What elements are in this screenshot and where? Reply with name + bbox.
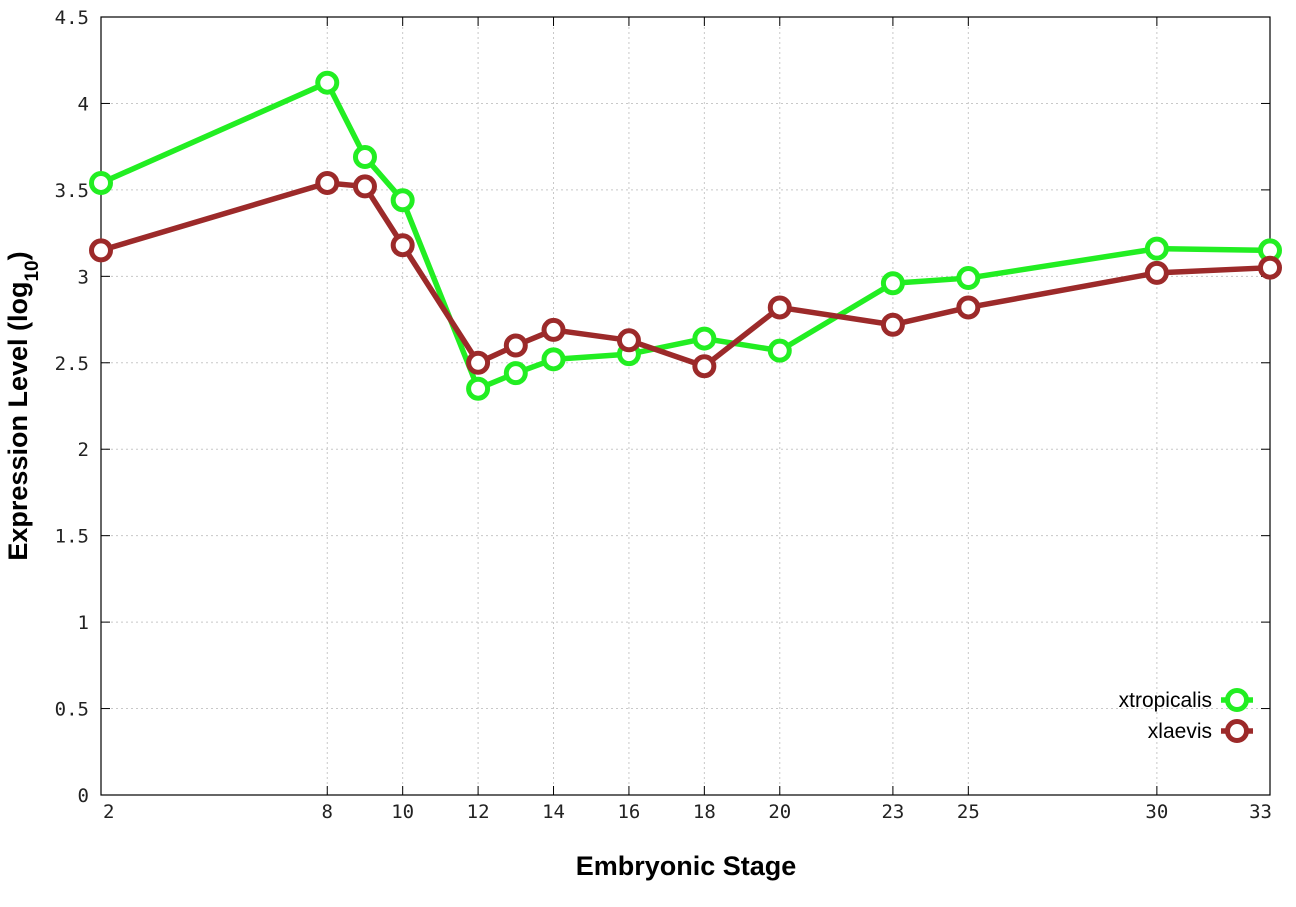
xtropicalis-point	[767, 338, 792, 363]
y-axis-title-close: )	[3, 251, 33, 260]
x-tick-label: 10	[391, 801, 414, 823]
xtropicalis-point	[956, 266, 981, 291]
xlaevis-point	[1258, 255, 1282, 280]
x-tick-label: 12	[467, 801, 490, 823]
xlaevis-point	[315, 170, 340, 195]
y-axis-title: Expression Level (log10)	[3, 251, 43, 560]
y-axis-title-main: Expression Level (log	[3, 282, 33, 561]
xtropicalis-point	[541, 347, 566, 372]
xlaevis-point	[352, 174, 377, 199]
y-tick-label: 1	[78, 612, 89, 634]
xtropicalis-line	[99, 79, 1271, 392]
y-tick-label: 4	[78, 93, 89, 115]
y-tick-label: 3	[78, 266, 89, 288]
xtropicalis-point	[692, 326, 717, 351]
y-tick-label: 0.5	[55, 699, 89, 721]
xlaevis-point	[692, 354, 717, 379]
xtropicalis-point	[390, 188, 415, 213]
x-axis-title: Embryonic Stage	[576, 851, 797, 881]
xtropicalis-point	[352, 145, 377, 170]
xlaevis-point	[466, 350, 491, 375]
y-tick-label: 2	[78, 439, 89, 461]
x-tick-label: 33	[1249, 801, 1272, 823]
x-tick-label: 23	[881, 801, 904, 823]
xtropicalis-point	[880, 271, 905, 296]
y-tick-label: 1.5	[55, 526, 89, 548]
legend-marker-swatch	[1225, 688, 1249, 712]
xlaevis-point	[956, 295, 981, 320]
x-tick-label: 16	[617, 801, 640, 823]
y-tick-label: 4.5	[55, 7, 89, 29]
xtropicalis-point	[89, 170, 113, 195]
xlaevis-point	[616, 328, 641, 353]
xtropicalis-series	[89, 70, 1282, 401]
xtropicalis-point	[315, 70, 340, 95]
xlaevis-line	[100, 180, 1271, 369]
y-axis-tick-labels: 0 0.5 1 1.5 2 2.5 3 3.5 4 4.5	[55, 7, 89, 807]
legend-label: xtropicalis	[1119, 689, 1212, 712]
legend: xtropicalis xlaevis	[1119, 688, 1253, 743]
xlaevis-point	[880, 312, 905, 337]
y-tick-label: 3.5	[55, 180, 89, 202]
x-tick-label: 14	[542, 801, 565, 823]
xlaevis-point	[767, 295, 792, 320]
x-tick-label: 20	[768, 801, 791, 823]
y-axis-title-subscript: 10	[22, 260, 43, 281]
xtropicalis-point	[466, 376, 491, 401]
xlaevis-point	[1144, 260, 1169, 285]
legend-item-xtropicalis: xtropicalis	[1119, 688, 1253, 712]
xlaevis-point	[541, 317, 566, 342]
grid-lines	[101, 17, 1270, 795]
x-tick-label: 25	[957, 801, 980, 823]
series-lines	[89, 70, 1282, 401]
xtropicalis-point	[503, 361, 528, 386]
x-tick-label: 18	[693, 801, 716, 823]
xtropicalis-point	[1144, 236, 1169, 261]
x-tick-label: 2	[103, 801, 114, 823]
x-tick-label: 8	[322, 801, 333, 823]
legend-item-xlaevis: xlaevis	[1148, 719, 1253, 743]
x-axis-tick-labels: 2 8 10 12 14 16 18 20 23 25 30 33	[103, 801, 1272, 823]
xlaevis-point	[390, 233, 415, 258]
y-tick-label: 0	[78, 785, 89, 807]
x-tick-label: 30	[1145, 801, 1168, 823]
xlaevis-point	[503, 333, 528, 358]
xlaevis-series	[89, 170, 1282, 379]
plot-frame	[100, 16, 1271, 796]
xlaevis-point	[89, 238, 113, 263]
y-tick-label: 2.5	[55, 353, 89, 375]
legend-marker-swatch	[1225, 719, 1249, 743]
legend-label: xlaevis	[1148, 720, 1212, 743]
tick-marks	[100, 16, 1271, 796]
